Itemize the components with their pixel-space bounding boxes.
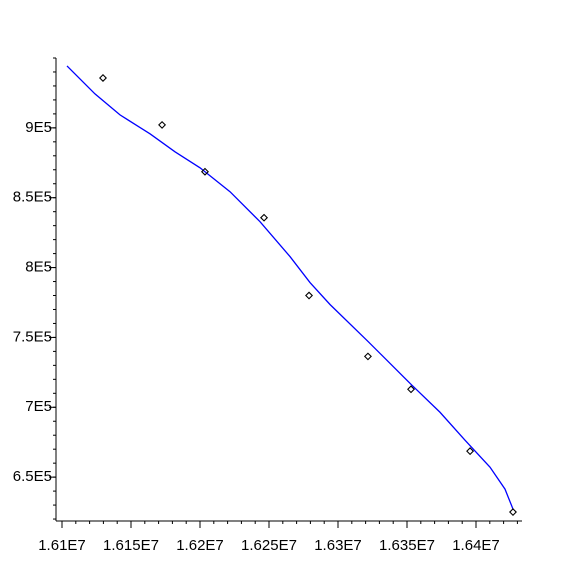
data-point (466, 447, 475, 456)
y-tick-label: 8E5 (25, 259, 52, 276)
x-tick-label: 1.62E7 (176, 537, 224, 554)
x-tick-label: 1.615E7 (103, 537, 159, 554)
x-tick-label: 1.625E7 (241, 537, 297, 554)
data-point (99, 74, 107, 82)
y-tick-label: 7E5 (25, 398, 52, 415)
data-point (305, 291, 314, 300)
fit-line (66, 65, 514, 510)
data-point (260, 213, 269, 222)
x-tick-label: 1.64E7 (452, 537, 500, 554)
data-point (200, 167, 209, 176)
y-tick-label: 8.5E5 (13, 189, 52, 206)
y-tick-label: 6.5E5 (13, 468, 52, 485)
x-tick-label: 1.61E7 (38, 537, 86, 554)
y-tick-label: 9E5 (25, 119, 52, 136)
y-tick-label: 7.5E5 (13, 328, 52, 345)
data-point (509, 508, 517, 517)
x-tick-label: 1.63E7 (314, 537, 362, 554)
data-point (363, 352, 372, 361)
x-tick-label: 1.635E7 (379, 537, 435, 554)
data-point (158, 120, 167, 129)
data-point (407, 385, 415, 394)
